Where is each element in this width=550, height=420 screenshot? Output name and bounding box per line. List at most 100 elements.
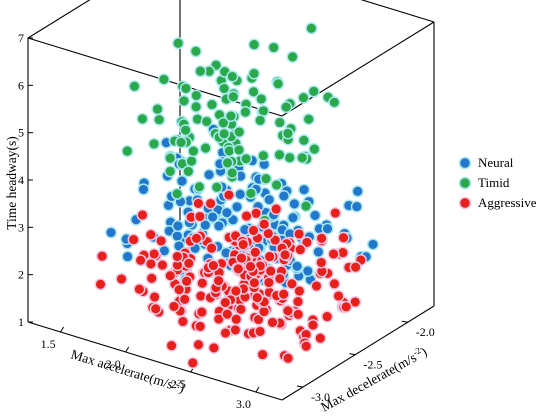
data-point-aggressive: [254, 325, 267, 338]
data-point-aggressive: [127, 233, 140, 246]
data-point-aggressive: [282, 352, 295, 365]
data-point-aggressive: [133, 283, 146, 296]
data-point-aggressive: [182, 257, 195, 270]
data-point-timid: [233, 125, 246, 139]
data-point-timid: [244, 187, 257, 200]
data-point-aggressive: [294, 243, 307, 256]
data-point-timid: [224, 109, 237, 123]
data-point-aggressive: [249, 246, 262, 259]
data-point-aggressive: [232, 262, 245, 275]
data-point-timid: [153, 113, 166, 126]
y-tick-label: -3.0: [311, 390, 330, 404]
data-point-neural: [206, 210, 219, 224]
legend-label-neural: Neural: [478, 155, 514, 170]
z-tick-label: 5: [18, 126, 24, 140]
data-point-timid: [239, 106, 252, 119]
data-point-timid: [175, 136, 188, 149]
data-point-timid: [307, 85, 320, 98]
data-point-aggressive: [314, 332, 327, 345]
data-point-aggressive: [144, 257, 157, 270]
data-point-timid: [286, 50, 299, 63]
data-point-aggressive: [258, 218, 271, 231]
data-point-aggressive: [173, 283, 186, 296]
data-point-aggressive: [186, 356, 199, 369]
data-point-timid: [296, 151, 309, 164]
data-point-timid: [164, 152, 177, 165]
data-point-neural: [171, 230, 184, 243]
legend-marker-neural: [458, 156, 472, 170]
data-point-timid: [240, 152, 253, 165]
data-point-neural: [321, 222, 334, 235]
data-point-timid: [218, 127, 231, 140]
data-point-timid: [247, 67, 261, 80]
data-point-timid: [259, 172, 273, 185]
data-point-timid: [179, 124, 192, 137]
x-axis-label-sup: -2: [172, 377, 182, 389]
data-point-neural: [286, 211, 300, 224]
data-point-aggressive: [285, 277, 298, 290]
axis-edge: [360, 0, 435, 23]
data-point-timid: [164, 165, 177, 178]
data-point-aggressive: [136, 208, 149, 222]
data-point-neural: [203, 168, 216, 181]
data-point-timid: [232, 143, 246, 156]
data-point-aggressive: [134, 254, 147, 267]
data-point-neural: [263, 193, 276, 206]
data-point-neural: [298, 183, 311, 196]
legend-item-aggressive: Aggressive: [458, 195, 537, 210]
data-point-aggressive: [194, 320, 207, 333]
legend-marker-aggressive: [458, 196, 472, 210]
y-tick-label: -2.0: [416, 325, 435, 339]
data-point-timid: [179, 82, 192, 95]
data-point-timid: [272, 77, 285, 90]
data-point-timid: [189, 45, 202, 58]
z-tick-label: 4: [18, 173, 24, 187]
data-point-neural: [301, 264, 314, 278]
data-point-aggressive: [244, 260, 257, 273]
data-point-aggressive: [273, 272, 286, 285]
legend-label-timid: Timid: [478, 175, 510, 190]
data-point-timid: [305, 22, 318, 35]
data-point-timid: [328, 96, 341, 109]
data-point-neural: [175, 175, 189, 188]
data-point-timid: [283, 151, 296, 164]
data-point-timid: [280, 101, 293, 114]
y-axis-label-sup: -2: [411, 345, 422, 357]
data-point-aggressive: [291, 295, 305, 308]
data-point-neural: [288, 197, 301, 210]
data-point-aggressive: [176, 315, 189, 328]
data-point-timid: [221, 156, 234, 169]
z-tick-label: 6: [18, 78, 24, 92]
data-point-timid: [302, 113, 315, 126]
z-tick-label: 3: [18, 220, 24, 234]
data-point-timid: [151, 103, 164, 116]
data-point-timid: [157, 73, 170, 86]
data-point-aggressive: [230, 313, 243, 326]
data-point-timid: [273, 116, 286, 129]
data-point-neural: [121, 250, 134, 263]
data-point-neural: [277, 189, 290, 203]
x-tick-label: 3.0: [236, 397, 251, 411]
data-point-aggressive: [349, 261, 362, 274]
data-point-aggressive: [96, 250, 109, 263]
data-point-aggressive: [229, 323, 242, 336]
data-point-timid: [182, 165, 195, 178]
data-point-aggressive: [329, 206, 342, 220]
data-point-aggressive: [293, 284, 306, 298]
data-point-timid: [210, 181, 223, 194]
data-point-neural: [291, 260, 304, 273]
data-point-neural: [351, 185, 364, 198]
data-point-timid: [257, 149, 270, 162]
data-point-aggressive: [328, 277, 341, 290]
data-point-timid: [270, 178, 283, 192]
data-point-timid: [136, 112, 149, 125]
data-point-aggressive: [192, 197, 205, 210]
data-point-aggressive: [263, 250, 276, 263]
data-point-neural: [366, 238, 380, 251]
data-point-aggressive: [165, 339, 178, 352]
data-point-aggressive: [192, 338, 205, 351]
data-point-aggressive: [204, 197, 217, 210]
x-axis-label-close: ): [178, 380, 187, 396]
data-point-aggressive: [240, 210, 253, 223]
